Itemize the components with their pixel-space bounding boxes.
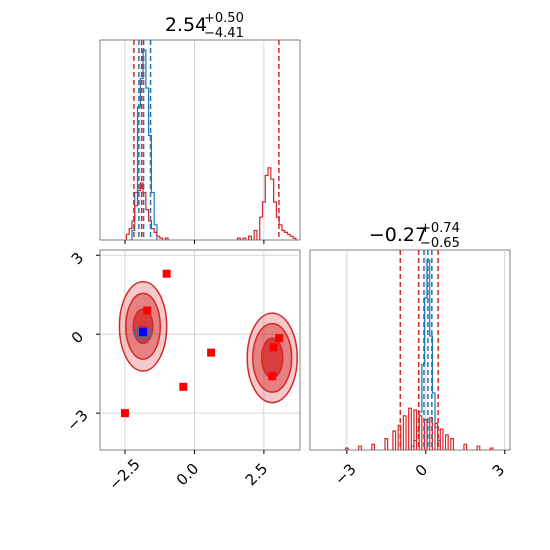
- x3-tick-label-neg3: −3: [331, 460, 359, 488]
- x-tick-label-neg2.5: −2.5: [105, 455, 143, 493]
- p3-title-minus: −0.65: [420, 236, 460, 251]
- p1-frame: [99, 39, 301, 241]
- p1-title-plus: +0.50: [204, 11, 244, 26]
- p2-points: [121, 269, 284, 418]
- hist-series-1: [344, 407, 494, 450]
- red-point-0: [162, 269, 171, 278]
- p1-quantile-lines: [133, 40, 280, 240]
- p1-title-median: 2.54: [165, 14, 207, 36]
- p2-frame: [99, 249, 301, 451]
- y-tick-label-0: 0: [68, 328, 87, 347]
- p3-quantile-lines: [399, 250, 439, 450]
- hist-series-1: [125, 167, 297, 240]
- p1-grid: [124, 40, 265, 240]
- red-point-6: [269, 343, 278, 352]
- x-tick-label-2.5: 2.5: [242, 460, 272, 490]
- red-point-1: [143, 306, 152, 315]
- p3-frame: [309, 249, 511, 451]
- p1-title-minus: −4.41: [204, 26, 244, 41]
- red-point-8: [275, 334, 284, 343]
- p1-histogram-steps: [125, 49, 297, 240]
- p1-title: 2.54: [165, 14, 207, 36]
- tick-marks: [96, 240, 506, 454]
- red-point-5: [121, 409, 129, 418]
- red-point-3: [207, 348, 216, 357]
- blue-point-0: [139, 328, 148, 337]
- x3-tick-label-0: 0: [412, 461, 431, 480]
- p3-histogram-steps: [344, 259, 494, 450]
- p3-title-plus: +0.74: [420, 221, 460, 236]
- red-point-4: [179, 382, 188, 391]
- y-tick-label-neg3: −3: [63, 406, 91, 434]
- p3-title-median: −0.27: [369, 224, 427, 246]
- p3-grid: [346, 250, 506, 450]
- x-tick-label-0.0: 0.0: [173, 460, 203, 490]
- joint-scatter-panel: [99, 249, 301, 451]
- x3-tick-label-3: 3: [489, 461, 508, 480]
- y-tick-label-3: 3: [68, 249, 87, 268]
- marginal-histogram-param-1: [99, 39, 301, 241]
- marginal-histogram-param-2: [309, 249, 511, 451]
- hist-series-0: [131, 49, 158, 240]
- p2-density-regions: [118, 280, 298, 404]
- red-point-7: [268, 372, 277, 381]
